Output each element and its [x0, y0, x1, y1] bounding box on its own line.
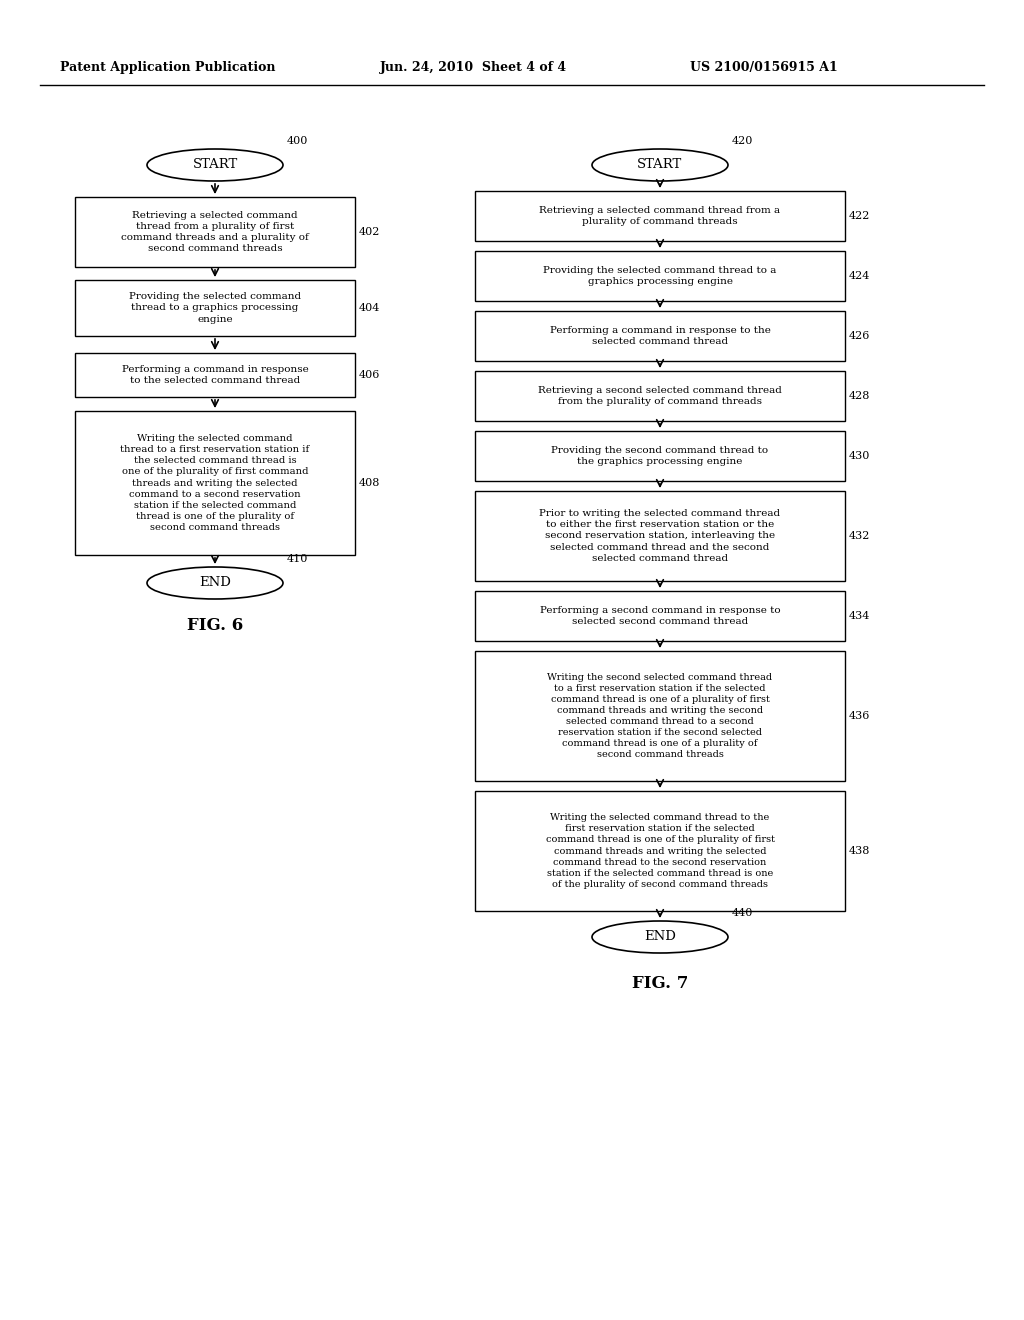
Text: US 2100/0156915 A1: US 2100/0156915 A1	[690, 62, 838, 74]
Text: 422: 422	[849, 211, 870, 220]
Text: 410: 410	[287, 554, 308, 564]
Text: 406: 406	[359, 370, 380, 380]
Text: 436: 436	[849, 711, 870, 721]
Text: Performing a command in response to the
selected command thread: Performing a command in response to the …	[550, 326, 770, 346]
Text: START: START	[637, 158, 683, 172]
Text: Patent Application Publication: Patent Application Publication	[60, 62, 275, 74]
Text: FIG. 6: FIG. 6	[186, 616, 243, 634]
Text: 402: 402	[359, 227, 380, 238]
Text: 400: 400	[287, 136, 308, 147]
Text: Providing the second command thread to
the graphics processing engine: Providing the second command thread to t…	[552, 446, 769, 466]
Text: Writing the selected command
thread to a first reservation station if
the select: Writing the selected command thread to a…	[121, 434, 309, 532]
Text: 430: 430	[849, 451, 870, 461]
Text: 426: 426	[849, 331, 870, 341]
Text: Providing the selected command
thread to a graphics processing
engine: Providing the selected command thread to…	[129, 293, 301, 323]
Text: END: END	[644, 931, 676, 944]
Text: 440: 440	[732, 908, 754, 917]
Text: Prior to writing the selected command thread
to either the first reservation sta: Prior to writing the selected command th…	[540, 510, 780, 562]
Text: 408: 408	[359, 478, 380, 488]
Text: END: END	[199, 577, 231, 590]
Text: Retrieving a selected command
thread from a plurality of first
command threads a: Retrieving a selected command thread fro…	[121, 211, 309, 253]
Text: 434: 434	[849, 611, 870, 620]
Text: Providing the selected command thread to a
graphics processing engine: Providing the selected command thread to…	[544, 265, 776, 286]
Text: Retrieving a selected command thread from a
plurality of command threads: Retrieving a selected command thread fro…	[540, 206, 780, 226]
Text: 438: 438	[849, 846, 870, 855]
Text: 432: 432	[849, 531, 870, 541]
Text: START: START	[193, 158, 238, 172]
Text: Performing a command in response
to the selected command thread: Performing a command in response to the …	[122, 364, 308, 385]
Text: FIG. 7: FIG. 7	[632, 974, 688, 991]
Text: Writing the second selected command thread
to a first reservation station if the: Writing the second selected command thre…	[548, 673, 772, 759]
Text: 404: 404	[359, 304, 380, 313]
Text: Writing the selected command thread to the
first reservation station if the sele: Writing the selected command thread to t…	[546, 813, 774, 888]
Text: 424: 424	[849, 271, 870, 281]
Text: Retrieving a second selected command thread
from the plurality of command thread: Retrieving a second selected command thr…	[538, 385, 782, 407]
Text: 428: 428	[849, 391, 870, 401]
Text: Performing a second command in response to
selected second command thread: Performing a second command in response …	[540, 606, 780, 626]
Text: 420: 420	[732, 136, 754, 147]
Text: Jun. 24, 2010  Sheet 4 of 4: Jun. 24, 2010 Sheet 4 of 4	[380, 62, 567, 74]
